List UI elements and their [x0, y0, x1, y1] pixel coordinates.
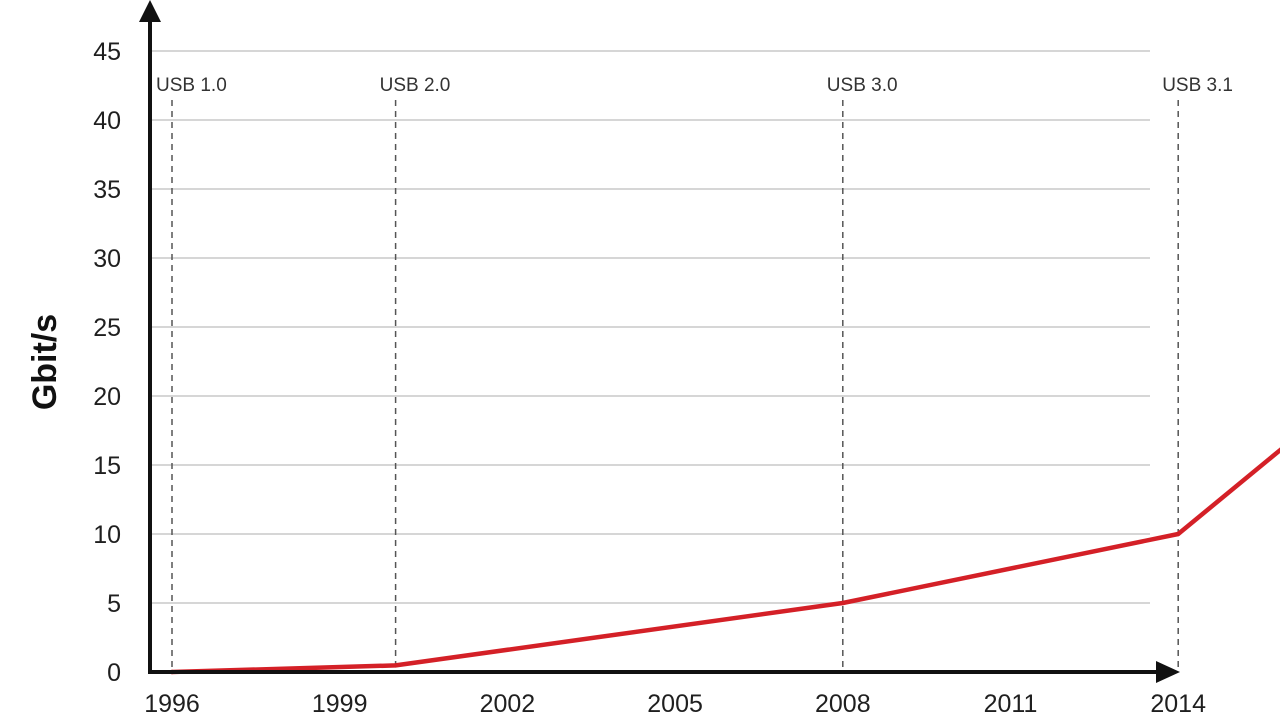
version-label: USB 3.0 [827, 75, 898, 96]
y-tick-label: 20 [93, 383, 121, 411]
tick-labels: 0 5 10 15 20 25 30 35 40 45 1996 1999 2002 2005 2008 20… [93, 38, 1206, 718]
x-tick-label: 2008 [815, 690, 871, 718]
y-tick-label: 0 [107, 659, 121, 687]
x-tick-label: 2005 [647, 690, 703, 718]
x-axis-arrow-icon [1156, 661, 1180, 683]
y-tick-label: 35 [93, 176, 121, 204]
x-tick-label: 1999 [312, 690, 368, 718]
y-tick-label: 15 [93, 452, 121, 480]
y-axis-arrow-icon [139, 0, 161, 22]
axes [139, 0, 1180, 683]
x-tick-label: 2002 [480, 690, 536, 718]
version-label: USB 2.0 [380, 75, 451, 96]
y-tick-label: 5 [107, 590, 121, 618]
data-point [393, 663, 398, 668]
y-tick-label: 30 [93, 245, 121, 273]
version-label: USB 3.1 [1162, 75, 1233, 96]
x-tick-label: 2011 [984, 690, 1038, 718]
y-axis-label: Gbit/s [26, 314, 64, 410]
y-tick-label: 40 [93, 107, 121, 135]
series-line [169, 447, 1280, 675]
gridlines [150, 50, 1150, 604]
y-tick-label: 45 [93, 38, 121, 66]
x-tick-label: 2014 [1150, 690, 1206, 718]
version-label: USB 1.0 [156, 75, 227, 96]
y-tick-label: 10 [93, 521, 121, 549]
x-tick-label: 1996 [144, 690, 200, 718]
data-point [1176, 531, 1181, 537]
data-point [840, 600, 845, 606]
y-tick-label: 25 [93, 314, 121, 342]
